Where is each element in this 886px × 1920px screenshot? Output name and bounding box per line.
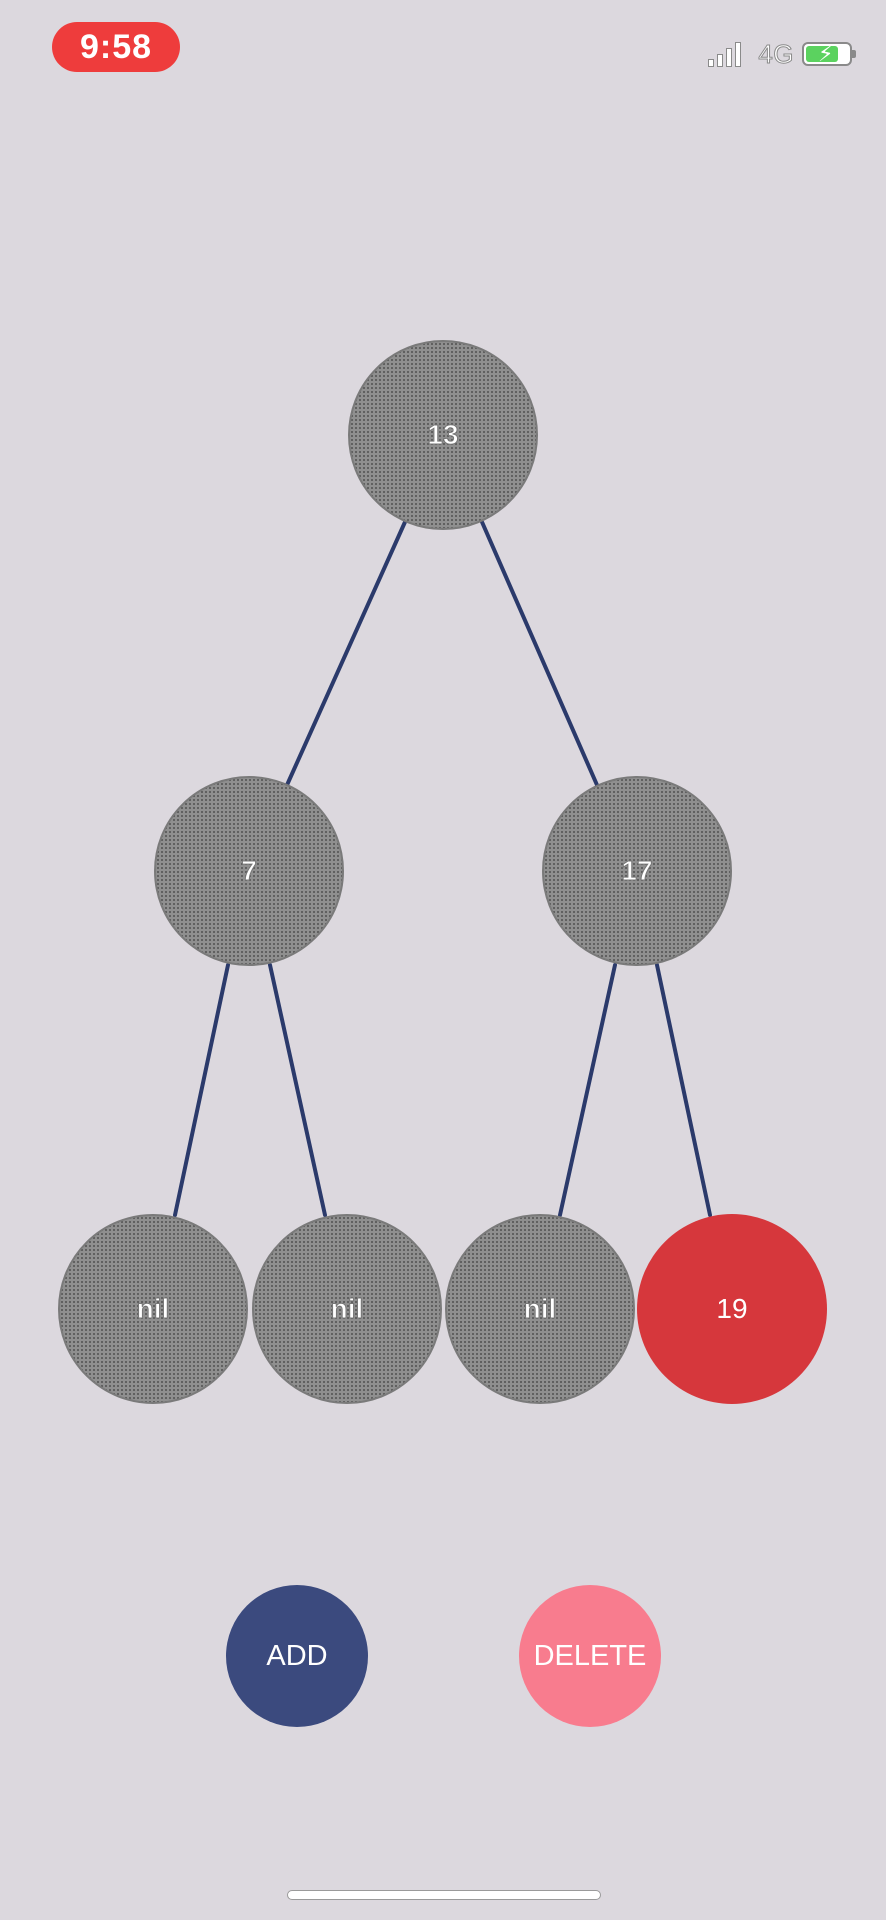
tree-node-right[interactable]: 17 — [542, 776, 732, 966]
edge-7-nil-b — [268, 963, 327, 1217]
add-button[interactable]: ADD — [226, 1585, 368, 1727]
edge-7-nil-a — [173, 963, 230, 1217]
tree-node-leaf[interactable]: nil — [252, 1214, 442, 1404]
edge-17-19 — [655, 963, 712, 1217]
node-label: 17 — [621, 855, 653, 887]
signal-bars-icon — [708, 41, 750, 67]
edge-13-17 — [480, 520, 599, 787]
tree-node-left[interactable]: 7 — [154, 776, 344, 966]
network-type: 4G — [758, 38, 794, 69]
node-label: 13 — [427, 419, 459, 451]
delete-button[interactable]: DELETE — [519, 1585, 661, 1727]
status-bar: 9:58 4G ⚡ — [0, 0, 886, 90]
node-label: nil — [330, 1293, 364, 1325]
edge-17-nil — [558, 963, 617, 1217]
tree-node-leaf-red[interactable]: 19 — [637, 1214, 827, 1404]
tree-node-leaf[interactable]: nil — [58, 1214, 248, 1404]
tree-node-root[interactable]: 13 — [348, 340, 538, 530]
status-indicators: 4G ⚡ — [708, 36, 856, 72]
edge-13-7 — [285, 520, 407, 787]
battery-charging-icon: ⚡ — [802, 42, 856, 66]
node-label: 19 — [716, 1293, 748, 1324]
node-label: 7 — [241, 855, 258, 887]
home-indicator[interactable] — [287, 1890, 601, 1900]
node-label: nil — [523, 1293, 557, 1325]
node-label: nil — [136, 1293, 170, 1325]
tree-node-leaf[interactable]: nil — [445, 1214, 635, 1404]
status-time: 9:58 — [52, 22, 180, 72]
